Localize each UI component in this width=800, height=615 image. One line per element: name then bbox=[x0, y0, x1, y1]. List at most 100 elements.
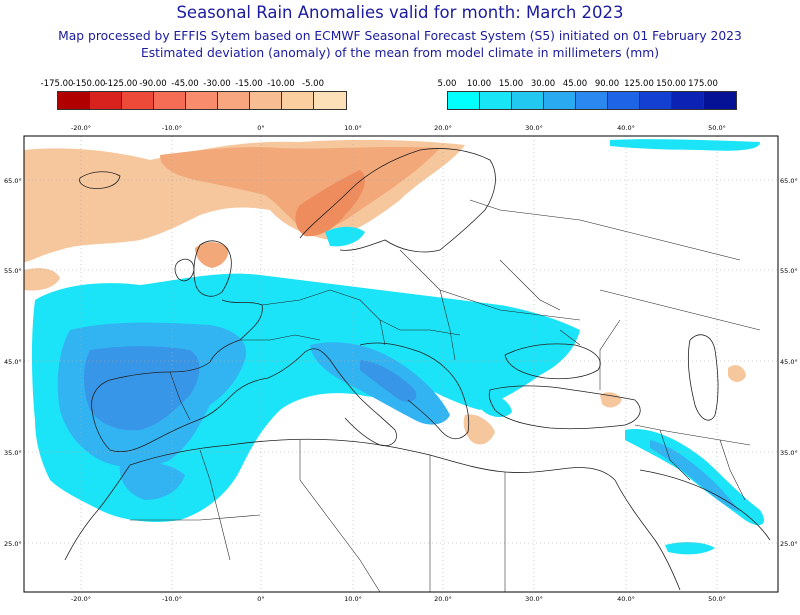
legend-tick-label: -175.00 bbox=[40, 79, 74, 89]
border-line bbox=[439, 289, 456, 361]
longitude-label: -20.0° bbox=[71, 595, 91, 603]
dry-anomaly-areas bbox=[24, 139, 746, 445]
latitude-label: 25.0° bbox=[4, 540, 22, 548]
legend-tick-label: -125.00 bbox=[104, 79, 138, 89]
coast-iceland bbox=[79, 171, 121, 189]
latitude-label: 55.0° bbox=[780, 267, 798, 275]
border-line bbox=[499, 259, 561, 311]
longitude-label: 20.0° bbox=[434, 124, 452, 132]
wet-area-iberia-deep bbox=[84, 346, 200, 431]
dry-area-caucasus bbox=[728, 365, 746, 382]
longitude-label: -10.0° bbox=[162, 124, 182, 132]
legend-tick-label: -150.00 bbox=[72, 79, 106, 89]
longitude-label: 30.0° bbox=[525, 595, 543, 603]
border-line bbox=[130, 514, 261, 521]
wet-area-adriatic bbox=[360, 360, 417, 402]
longitude-label: 20.0° bbox=[434, 595, 452, 603]
wet-area-zagros bbox=[650, 440, 740, 512]
legend-tick-label: 10.00 bbox=[466, 79, 492, 89]
longitude-label: 0° bbox=[257, 595, 264, 603]
longitude-label: 40.0° bbox=[617, 595, 635, 603]
latitude-label: 25.0° bbox=[780, 540, 798, 548]
map-title: Seasonal Rain Anomalies valid for month:… bbox=[176, 3, 624, 22]
legend-swatch bbox=[314, 92, 346, 109]
legend-swatch bbox=[576, 92, 608, 109]
legend-positive-anomaly: 5.00 10.00 15.00 30.00 45.00 90.00 125.00 150.0… bbox=[438, 79, 741, 110]
coast-western-europe bbox=[91, 299, 397, 453]
legend-tick-label: 15.00 bbox=[498, 79, 524, 89]
border-line bbox=[599, 289, 761, 331]
wet-area-red-sea bbox=[665, 542, 715, 555]
border-line bbox=[634, 424, 751, 446]
legend-tick-label: -45.00 bbox=[171, 79, 199, 89]
coast-british-isles bbox=[193, 240, 232, 297]
legend-tick-label: -15.00 bbox=[235, 79, 263, 89]
latitude-label: 55.0° bbox=[4, 267, 22, 275]
border-line bbox=[379, 319, 386, 346]
dry-area-turkey bbox=[600, 392, 622, 408]
longitude-label: -10.0° bbox=[162, 595, 182, 603]
coast-north-africa bbox=[129, 438, 616, 481]
coast-balkans bbox=[359, 342, 470, 440]
wet-area-morocco bbox=[119, 462, 185, 500]
legend-tick-label: -90.00 bbox=[139, 79, 167, 89]
border-line bbox=[399, 249, 581, 321]
legend-tick-label: 45.00 bbox=[562, 79, 588, 89]
latitude-label: 35.0° bbox=[780, 449, 798, 457]
latitude-label: 65.0° bbox=[4, 177, 22, 185]
longitude-label: 0° bbox=[257, 124, 264, 132]
legend-tick-label: 125.00 bbox=[624, 79, 654, 89]
legend-tick-label: 150.00 bbox=[656, 79, 686, 89]
dry-area-south-norway bbox=[295, 170, 365, 237]
wet-anomaly-areas bbox=[31, 139, 765, 555]
longitude-label: -20.0° bbox=[71, 124, 91, 132]
border-line bbox=[261, 289, 461, 336]
legend-swatch bbox=[250, 92, 282, 109]
country-borders bbox=[130, 199, 761, 592]
coast-red-sea bbox=[614, 479, 681, 591]
border-line bbox=[659, 429, 691, 481]
longitude-label: 10.0° bbox=[344, 124, 362, 132]
legend-tick-label: 175.00 bbox=[688, 79, 718, 89]
coast-caspian bbox=[688, 334, 719, 421]
coast-ireland bbox=[174, 258, 195, 282]
dry-area-norwegian-sea bbox=[160, 147, 440, 232]
border-line bbox=[199, 449, 231, 561]
legend-swatch bbox=[608, 92, 640, 109]
border-line bbox=[559, 329, 581, 346]
border-line bbox=[719, 439, 746, 501]
map-subtitle-source: Map processed by EFFIS Sytem based on EC… bbox=[58, 29, 742, 43]
wet-area-aegean bbox=[480, 394, 512, 418]
latitude-label: 45.0° bbox=[4, 358, 22, 366]
latitude-label: 35.0° bbox=[4, 449, 22, 457]
dry-area-greece bbox=[463, 414, 495, 445]
coast-black-sea bbox=[504, 343, 601, 380]
legend-swatch bbox=[90, 92, 122, 109]
coastlines bbox=[64, 148, 771, 591]
border-line bbox=[240, 334, 321, 341]
coast-arabia bbox=[639, 469, 771, 541]
map-area bbox=[24, 136, 778, 592]
dry-area-west-atlantic bbox=[24, 268, 60, 291]
longitude-label: 40.0° bbox=[617, 124, 635, 132]
border-line bbox=[599, 319, 621, 390]
wet-area-barents bbox=[610, 139, 760, 151]
legend-tick-label: -30.00 bbox=[203, 79, 231, 89]
legend-tick-label: 90.00 bbox=[594, 79, 620, 89]
legend-positive-swatches bbox=[447, 91, 737, 110]
legend-swatch bbox=[218, 92, 250, 109]
coast-morocco-atlantic bbox=[64, 464, 131, 561]
longitude-label: 10.0° bbox=[344, 595, 362, 603]
longitude-label: 30.0° bbox=[525, 124, 543, 132]
map-frame bbox=[23, 135, 779, 593]
legend-tick-label: -10.00 bbox=[267, 79, 295, 89]
latitude-label: 65.0° bbox=[780, 177, 798, 185]
legend-swatch bbox=[544, 92, 576, 109]
legend-swatch bbox=[640, 92, 672, 109]
legend-negative-anomaly: -175.00 -150.00 -125.00 -90.00 -45.00 -30.00-… bbox=[41, 79, 351, 110]
coast-scandinavia bbox=[299, 148, 496, 253]
legend-tick-label: 5.00 bbox=[437, 79, 457, 89]
coast-turkey bbox=[488, 385, 641, 430]
legend-tick-label: 30.00 bbox=[530, 79, 556, 89]
